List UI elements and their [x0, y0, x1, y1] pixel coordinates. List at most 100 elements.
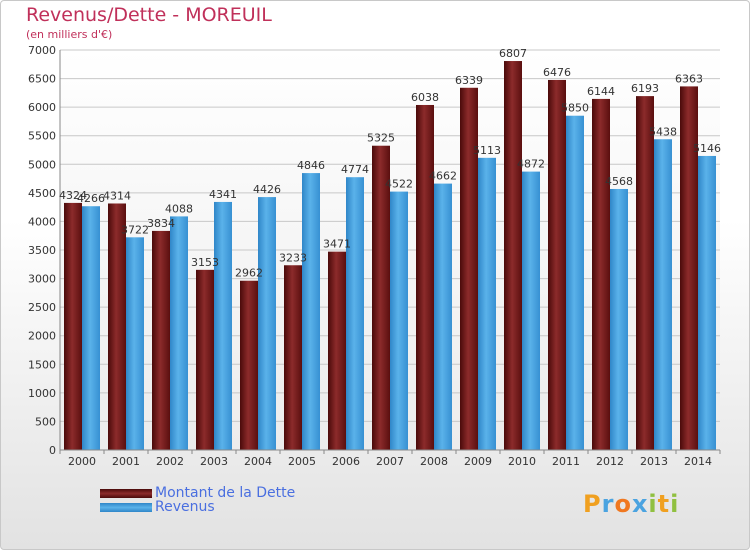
debt-bar [460, 87, 478, 451]
chart-subtitle: (en milliers d'€) [26, 28, 113, 41]
x-tick-label: 2000 [68, 455, 96, 468]
logo-letter: t [657, 490, 671, 518]
revenue-bar-value-label: 4774 [341, 163, 369, 176]
revenue-bar [610, 188, 628, 450]
debt-bar-value-label: 3834 [147, 217, 175, 230]
revenue-bar [390, 191, 408, 450]
legend-debt-swatch [100, 489, 152, 498]
chart-title: Revenus/Dette - MOREUIL [26, 4, 272, 26]
debt-bar-value-label: 3233 [279, 251, 307, 264]
revenue-bar [302, 173, 320, 451]
debt-bar-value-label: 3153 [191, 256, 219, 269]
legend-revenue-swatch [100, 503, 152, 512]
y-tick-label: 5500 [28, 130, 56, 143]
y-tick-label: 1500 [28, 358, 56, 371]
debt-bar [548, 79, 566, 450]
revenue-bar-value-label: 4846 [297, 159, 325, 172]
revenue-bar-value-label: 5113 [473, 144, 501, 157]
y-tick-label: 3000 [28, 273, 56, 286]
revenue-bar [126, 237, 144, 450]
y-tick-label: 3500 [28, 244, 56, 257]
revenue-bar-value-label: 4266 [77, 192, 105, 205]
debt-bar-value-label: 2962 [235, 267, 263, 280]
x-tick-label: 2001 [112, 455, 140, 468]
debt-bar-value-label: 6144 [587, 85, 615, 98]
legend-debt-label: Montant de la Dette [155, 485, 296, 501]
debt-bar [152, 230, 170, 450]
legend-revenue-label: Revenus [155, 499, 215, 515]
debt-bar-value-label: 6363 [675, 72, 703, 85]
revenue-bar-value-label: 4662 [429, 170, 457, 183]
revenue-bar-value-label: 4872 [517, 158, 545, 171]
debt-bar [328, 251, 346, 450]
debt-bar [504, 61, 522, 451]
y-tick-label: 7000 [28, 44, 56, 57]
y-tick-label: 6500 [28, 73, 56, 86]
x-tick-label: 2005 [288, 455, 316, 468]
x-tick-label: 2002 [156, 455, 184, 468]
debt-bar [416, 104, 434, 450]
debt-bar-value-label: 4314 [103, 189, 131, 202]
y-tick-label: 2000 [28, 330, 56, 343]
debt-bar [64, 202, 82, 450]
x-tick-label: 2014 [684, 455, 712, 468]
y-tick-label: 1000 [28, 387, 56, 400]
debt-bar-value-label: 5325 [367, 132, 395, 145]
debt-bar-value-label: 6476 [543, 66, 571, 79]
revenue-bar [214, 201, 232, 450]
revenue-bar [82, 206, 100, 450]
x-tick-label: 2006 [332, 455, 360, 468]
revenue-bar [522, 171, 540, 450]
x-tick-label: 2013 [640, 455, 668, 468]
debt-bar-value-label: 4324 [59, 189, 87, 202]
debt-bar-value-label: 6339 [455, 74, 483, 87]
debt-bar-value-label: 6038 [411, 91, 439, 104]
proxiti-logo: Proxiti [583, 490, 679, 518]
logo-letter: P [583, 490, 602, 518]
debt-bar-value-label: 6193 [631, 82, 659, 95]
revenue-bar [566, 115, 584, 450]
revenue-bar-value-label: 4568 [605, 175, 633, 188]
revenue-bar-value-label: 5438 [649, 125, 677, 138]
x-tick-label: 2003 [200, 455, 228, 468]
x-tick-label: 2004 [244, 455, 272, 468]
x-tick-label: 2008 [420, 455, 448, 468]
revenue-bar-value-label: 5146 [693, 142, 721, 155]
debt-bar [592, 98, 610, 451]
revenue-bar [258, 197, 276, 450]
x-tick-label: 2009 [464, 455, 492, 468]
debt-bar [240, 280, 258, 450]
x-tick-label: 2007 [376, 455, 404, 468]
y-tick-label: 2500 [28, 301, 56, 314]
revenue-bar [434, 183, 452, 450]
revenue-bar-value-label: 4088 [165, 202, 193, 215]
debt-bar [284, 265, 302, 450]
revenue-bar-value-label: 5850 [561, 102, 589, 115]
y-tick-label: 0 [49, 444, 56, 457]
revenue-bar-value-label: 3722 [121, 223, 149, 236]
revenue-bar-value-label: 4426 [253, 183, 281, 196]
logo-letter: o [614, 490, 632, 518]
debt-bar [680, 86, 698, 451]
logo-letter: r [601, 490, 615, 518]
debt-bar [196, 269, 214, 450]
debt-bar [636, 96, 654, 450]
debt-bar [108, 203, 126, 450]
debt-bar-value-label: 3471 [323, 238, 351, 251]
y-tick-label: 6000 [28, 101, 56, 114]
y-tick-label: 4000 [28, 215, 56, 228]
revenue-bar [478, 157, 496, 451]
y-tick-label: 4500 [28, 187, 56, 200]
logo-letter: i [670, 490, 680, 518]
revenue-bar-value-label: 4522 [385, 178, 413, 191]
x-tick-label: 2010 [508, 455, 536, 468]
revenue-bar [346, 177, 364, 450]
debt-bar [372, 145, 390, 450]
revenue-bar-value-label: 4341 [209, 188, 237, 201]
y-tick-label: 5000 [28, 158, 56, 171]
y-tick-label: 500 [35, 415, 56, 428]
revenue-bar [654, 139, 672, 450]
revenue-bar [170, 216, 188, 450]
x-tick-label: 2012 [596, 455, 624, 468]
